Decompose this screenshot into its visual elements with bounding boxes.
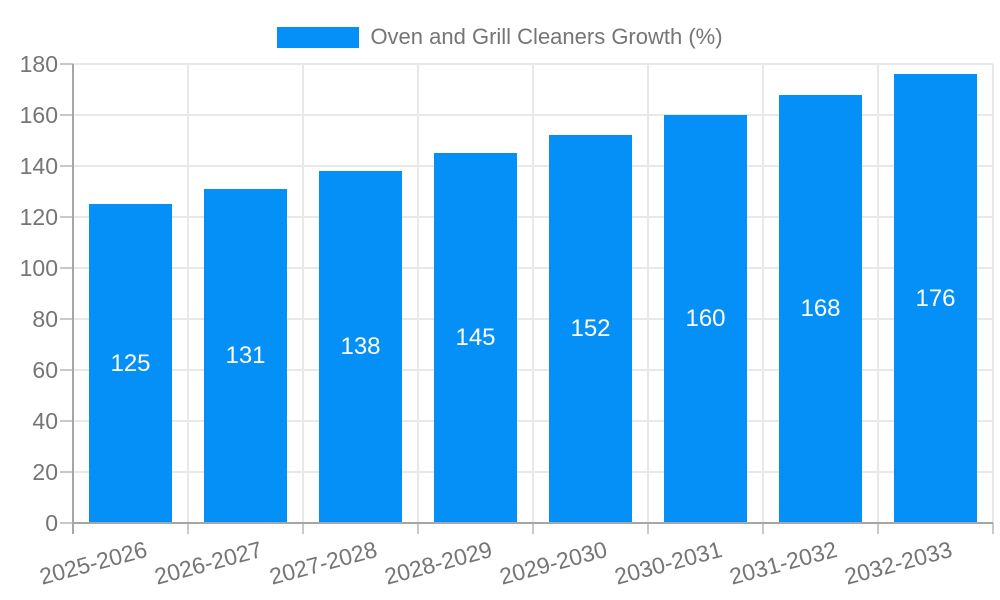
gridline-vertical: [302, 64, 304, 523]
x-tick-mark: [302, 523, 304, 534]
gridline-vertical: [762, 64, 764, 523]
y-tick-mark: [60, 63, 73, 65]
y-tick-mark: [60, 471, 73, 473]
y-tick-mark: [60, 522, 73, 524]
gridline-vertical: [417, 64, 419, 523]
bar[interactable]: 125: [89, 204, 172, 523]
bar-value-label: 176: [915, 284, 956, 312]
y-axis-tick-label: 40: [32, 408, 58, 434]
y-axis-tick-label: 180: [19, 51, 58, 77]
y-axis-tick-label: 20: [32, 459, 58, 485]
y-tick-mark: [60, 420, 73, 422]
bar-value-label: 160: [685, 305, 726, 332]
y-axis-tick-label: 100: [19, 255, 58, 281]
bar[interactable]: 138: [319, 171, 402, 523]
bar-value-label: 138: [340, 333, 381, 361]
bar-value-label: 145: [455, 324, 496, 352]
x-tick-mark: [762, 523, 764, 534]
y-axis-tick-label: 0: [45, 510, 58, 536]
legend-swatch: [277, 26, 360, 48]
bar[interactable]: 168: [779, 94, 862, 523]
y-tick-mark: [60, 318, 73, 320]
x-axis-line: [73, 522, 993, 524]
y-tick-mark: [60, 369, 73, 371]
y-tick-mark: [60, 267, 73, 269]
gridline-vertical: [187, 64, 189, 523]
x-tick-mark: [647, 523, 649, 534]
x-tick-mark: [877, 523, 879, 534]
x-tick-mark: [532, 523, 534, 534]
bar-value-label: 125: [110, 349, 151, 377]
y-axis-tick-label: 160: [19, 102, 58, 128]
legend[interactable]: Oven and Grill Cleaners Growth (%): [0, 24, 1000, 50]
plot-area: 125 131 138 145 152 160 168 176: [60, 63, 994, 534]
y-tick-mark: [60, 165, 73, 167]
y-axis-tick-label: 60: [32, 357, 58, 383]
y-axis-tick-label: 120: [19, 204, 58, 230]
y-axis-tick-label: 140: [19, 153, 58, 179]
bar-value-label: 168: [800, 294, 841, 322]
bar[interactable]: 131: [204, 188, 287, 523]
bar[interactable]: 160: [664, 115, 747, 523]
bar[interactable]: 152: [549, 135, 632, 523]
bar-value-label: 152: [570, 315, 611, 343]
y-tick-mark: [60, 216, 73, 218]
gridline-vertical: [877, 64, 879, 523]
y-axis-tick-label: 80: [32, 306, 58, 332]
y-axis-line: [72, 64, 74, 534]
x-tick-mark: [417, 523, 419, 534]
bar[interactable]: 145: [434, 153, 517, 523]
gridline-vertical: [992, 64, 994, 523]
x-tick-mark: [992, 523, 994, 534]
gridline-vertical: [532, 64, 534, 523]
bar[interactable]: 176: [894, 74, 977, 523]
bar-value-label: 131: [225, 341, 266, 369]
legend-label: Oven and Grill Cleaners Growth (%): [370, 24, 723, 49]
y-tick-mark: [60, 114, 73, 116]
gridline-vertical: [647, 64, 649, 523]
x-tick-mark: [187, 523, 189, 534]
